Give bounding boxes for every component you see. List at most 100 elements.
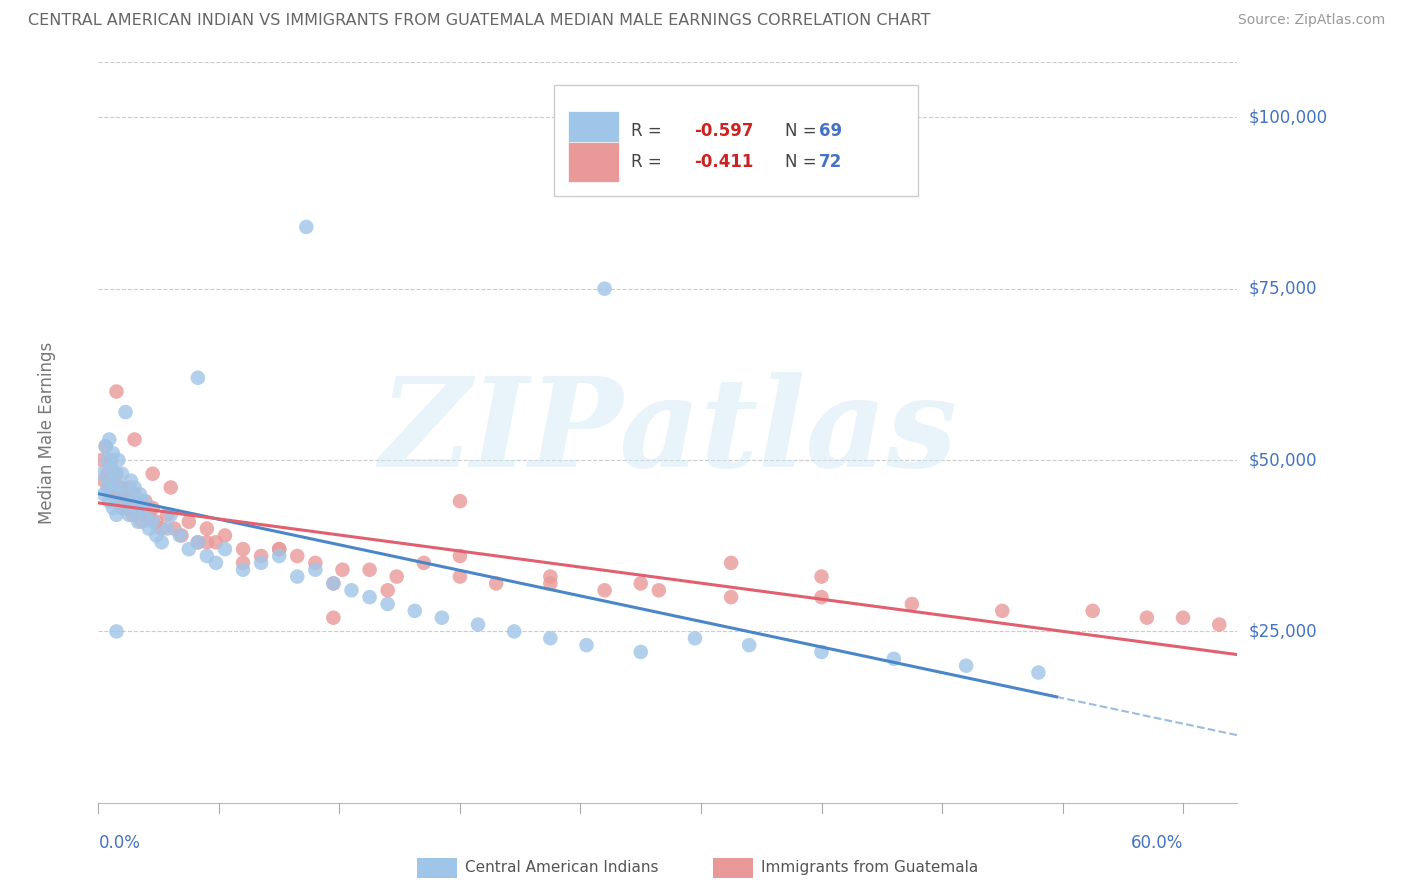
Point [359,590,381,604]
Point [1028,665,1050,680]
Point [118,480,141,494]
Point [269,542,291,557]
Point [810,569,832,583]
Text: $100,000: $100,000 [1249,108,1327,127]
Point [150,522,173,536]
Text: R =: R = [631,153,668,171]
Point [214,528,236,542]
Point [538,632,561,646]
Point [955,658,977,673]
Text: N =: N = [785,122,823,140]
Text: R =: R = [631,122,668,140]
Point [104,474,127,488]
Point [114,405,136,419]
Point [187,371,209,385]
Text: CENTRAL AMERICAN INDIAN VS IMMIGRANTS FROM GUATEMALA MEDIAN MALE EARNINGS CORREL: CENTRAL AMERICAN INDIAN VS IMMIGRANTS FR… [28,13,931,29]
Point [111,467,134,481]
Point [177,542,200,557]
Point [129,487,152,501]
Point [124,433,146,447]
Point [142,467,165,481]
Point [94,439,117,453]
Point [93,474,115,488]
Point [91,453,114,467]
Point [118,508,141,522]
Text: Median Male Earnings: Median Male Earnings [38,342,56,524]
Point [377,597,399,611]
Point [195,549,218,563]
Point [1081,604,1104,618]
Point [98,433,121,447]
Point [538,576,561,591]
Point [322,576,344,591]
Point [250,549,273,563]
Point [163,522,186,536]
Point [991,604,1014,618]
Point [156,522,179,536]
Text: Source: ZipAtlas.com: Source: ZipAtlas.com [1237,13,1385,28]
Point [142,501,165,516]
Point [100,474,122,488]
Point [127,501,149,516]
Point [205,535,228,549]
Point [195,535,218,549]
FancyBboxPatch shape [418,857,457,879]
Point [575,638,598,652]
Point [449,494,471,508]
Point [131,515,153,529]
Point [114,494,136,508]
Point [901,597,924,611]
Point [304,556,326,570]
Point [187,535,209,549]
Point [159,508,181,522]
Point [101,487,124,501]
Point [810,645,832,659]
Point [412,556,434,570]
Point [385,569,408,583]
Point [285,549,308,563]
Text: -0.411: -0.411 [695,153,754,171]
Point [134,494,156,508]
Point [98,494,121,508]
Point [593,282,616,296]
Point [304,563,326,577]
Point [359,563,381,577]
Point [285,569,308,583]
Text: N =: N = [785,153,823,171]
Point [467,617,489,632]
Point [205,556,228,570]
Point [269,542,291,557]
Text: 72: 72 [820,153,842,171]
Point [100,459,122,474]
Point [104,467,127,481]
Point [738,638,761,652]
Point [120,494,142,508]
FancyBboxPatch shape [568,111,619,152]
Point [449,569,471,583]
Point [150,535,173,549]
Point [214,542,236,557]
Point [145,528,167,542]
Text: $50,000: $50,000 [1249,451,1317,469]
Point [340,583,363,598]
Point [108,480,131,494]
Point [93,487,115,501]
Point [177,515,200,529]
Point [232,542,254,557]
Point [883,652,905,666]
Point [430,610,453,624]
Point [131,501,153,516]
Point [449,549,471,563]
Point [121,494,143,508]
Point [295,219,318,234]
Point [138,522,160,536]
Text: 69: 69 [820,122,842,140]
Point [94,439,117,453]
Point [169,528,191,542]
Point [683,632,706,646]
Point [810,590,832,604]
Point [96,480,118,494]
Point [1208,617,1230,632]
Point [269,549,291,563]
Point [105,624,128,639]
